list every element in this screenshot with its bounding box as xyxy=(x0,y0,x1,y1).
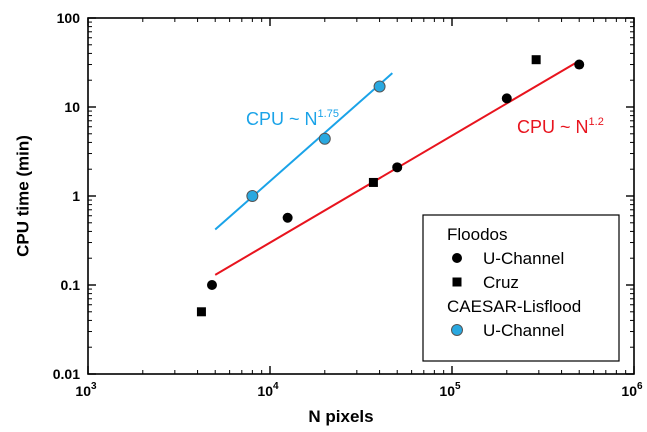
x-tick-label: 106 xyxy=(621,381,643,399)
data-points xyxy=(196,55,585,317)
y-tick-label: 0.01 xyxy=(53,366,80,382)
legend-entry-label: Cruz xyxy=(483,273,519,292)
y-tick-label: 10 xyxy=(64,99,80,115)
data-point xyxy=(196,307,206,317)
legend-entry-label: U-Channel xyxy=(483,249,564,268)
legend-box xyxy=(422,214,620,362)
legend: Floodos U-Channel Cruz CAESAR-Lisflood U-Cha… xyxy=(422,214,620,362)
data-point xyxy=(392,162,403,173)
data-point xyxy=(373,80,386,93)
legend-marker xyxy=(452,277,462,287)
data-point xyxy=(282,212,293,223)
data-point xyxy=(318,132,331,145)
y-tick-label: 100 xyxy=(57,10,81,26)
data-point xyxy=(368,177,378,187)
data-point xyxy=(246,190,259,202)
data-point xyxy=(531,55,541,65)
axes-frame: 103 104 105 106 0.01 0.1 1 10 100 xyxy=(53,10,643,399)
data-point xyxy=(501,93,512,104)
x-tick-label: 103 xyxy=(75,381,97,399)
legend-entry-label: U-Channel xyxy=(483,321,564,340)
fit-line xyxy=(214,72,393,231)
fit-label: CPU ~ N1.75 xyxy=(246,108,339,129)
data-point xyxy=(206,280,217,290)
x-axis-title: N pixels xyxy=(308,407,373,426)
x-tick-label: 104 xyxy=(257,381,279,399)
y-axis-title: CPU time (min) xyxy=(13,135,32,257)
legend-marker xyxy=(451,324,463,336)
data-point xyxy=(574,59,585,70)
y-tick-label: 1 xyxy=(72,188,80,204)
legend-marker xyxy=(452,253,462,263)
y-tick-label: 0.1 xyxy=(61,277,81,293)
legend-group-title: CAESAR-Lisflood xyxy=(447,297,581,316)
x-tick-label: 105 xyxy=(439,381,461,399)
fit-label: CPU ~ N1.2 xyxy=(517,116,604,137)
legend-group-title: Floodos xyxy=(447,225,507,244)
